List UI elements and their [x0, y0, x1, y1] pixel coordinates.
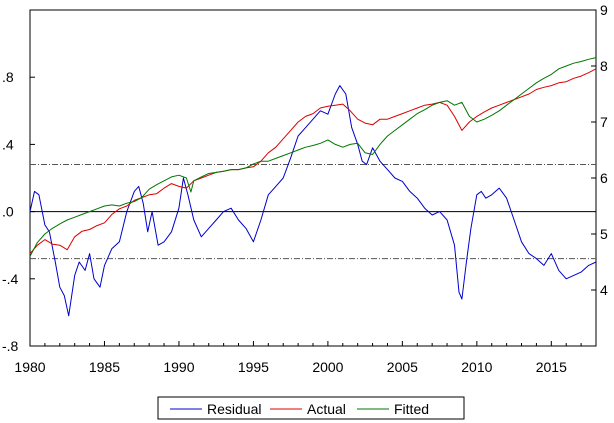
right-tick-label: 4	[600, 282, 608, 298]
right-axis-ticks: 4 5 6 7 8 9	[591, 2, 608, 298]
right-tick-label: 7	[600, 114, 608, 130]
x-tick-label: 2000	[312, 359, 343, 375]
x-tick-label: 2015	[536, 359, 567, 375]
legend-items: Residual Actual Fitted	[170, 401, 429, 417]
series-line-residual	[29, 85, 597, 317]
legend-label-actual: Actual	[307, 401, 346, 417]
left-tick-label: .4	[2, 136, 14, 152]
legend-label-fitted: Fitted	[394, 401, 429, 417]
left-tick-label: -.4	[2, 271, 19, 287]
x-axis-ticks: 1980 1985 1990 1995 2000 2005 2010 2015	[14, 341, 597, 375]
x-tick-label: 1995	[238, 359, 269, 375]
left-tick-label: .8	[2, 69, 14, 85]
plot-frame	[29, 9, 597, 347]
series-line-actual	[29, 68, 597, 254]
series-line-fitted	[29, 57, 597, 257]
left-tick-label: .0	[2, 204, 14, 220]
x-tick-label: 2010	[461, 359, 492, 375]
x-tick-label: 1985	[89, 359, 120, 375]
right-tick-label: 5	[600, 226, 608, 242]
x-tick-label: 1980	[14, 359, 45, 375]
legend: Residual Actual Fitted	[157, 396, 465, 420]
left-axis-ticks: -.8 -.4 .0 .4 .8	[2, 69, 35, 354]
legend-label-residual: Residual	[207, 401, 261, 417]
right-tick-label: 8	[600, 58, 608, 74]
right-tick-label: 6	[600, 170, 608, 186]
legend-box	[157, 396, 465, 420]
series-layer	[29, 57, 597, 317]
x-tick-label: 2005	[387, 359, 418, 375]
right-tick-label: 9	[600, 2, 608, 18]
reference-lines	[30, 164, 596, 260]
x-tick-label: 1990	[163, 359, 194, 375]
left-tick-label: -.8	[2, 338, 19, 354]
